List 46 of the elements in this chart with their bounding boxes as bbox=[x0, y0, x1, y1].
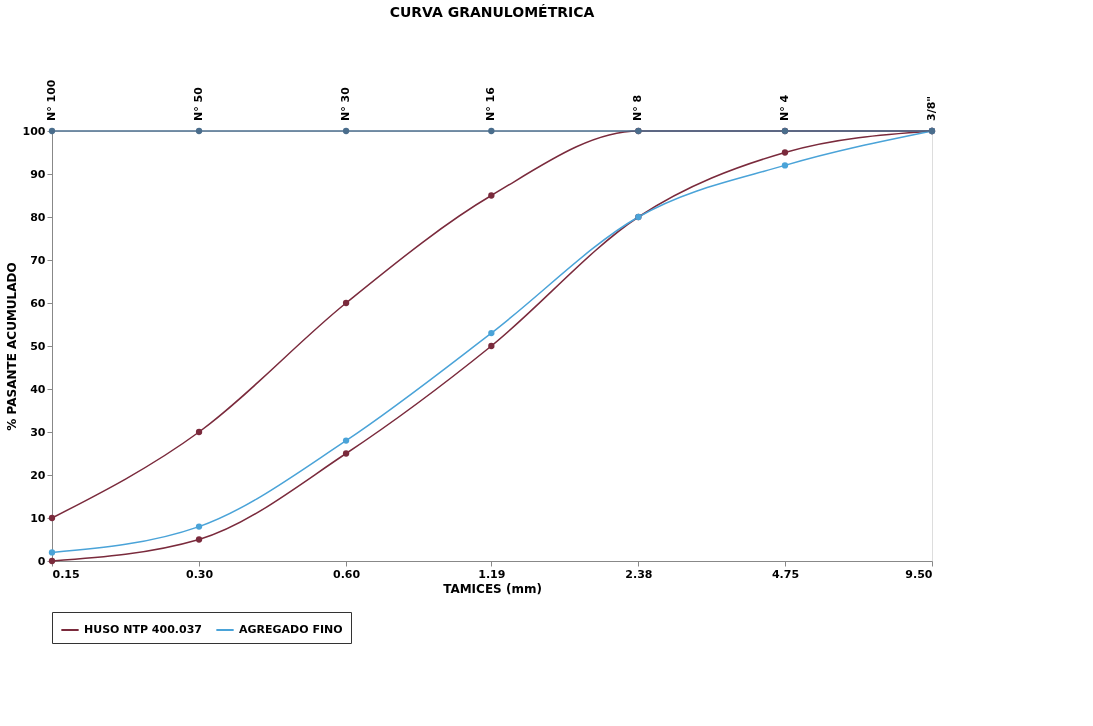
y-tick-label: 70 bbox=[30, 253, 46, 267]
y-tick-label: 100 bbox=[22, 124, 46, 138]
point bbox=[781, 149, 789, 156]
annotation: N° 50 bbox=[192, 86, 206, 121]
point bbox=[195, 523, 203, 530]
y-tick-label: 80 bbox=[30, 210, 46, 224]
x-tick-label: 4.75 bbox=[771, 567, 800, 581]
annotation: N° 8 bbox=[631, 94, 645, 121]
y-tick-label: 10 bbox=[30, 511, 46, 525]
annotation: N° 16 bbox=[484, 86, 498, 121]
y-tick-label: 0 bbox=[37, 554, 46, 568]
point bbox=[342, 437, 350, 444]
x-tick-label: 0.60 bbox=[333, 567, 361, 581]
point bbox=[342, 127, 350, 135]
legend-label: AGREGADO FINO bbox=[239, 623, 343, 636]
point bbox=[488, 329, 495, 337]
y-axis-title: % PASANTE ACUMULADO bbox=[4, 262, 19, 431]
point bbox=[488, 127, 495, 135]
x-tick-label: 9.50 bbox=[905, 567, 933, 581]
x-tick-label: 1.19 bbox=[478, 567, 506, 581]
y-tick-label: 30 bbox=[30, 425, 46, 439]
point bbox=[195, 127, 203, 135]
annotation: 3/8" bbox=[925, 95, 938, 121]
point bbox=[781, 162, 789, 169]
point bbox=[195, 428, 203, 436]
point bbox=[342, 299, 350, 307]
annotation: N° 100 bbox=[45, 79, 58, 121]
x-tick-label: 0.30 bbox=[185, 567, 214, 581]
x-axis-title: TAMICES (mm) bbox=[443, 581, 542, 596]
annotation: N° 30 bbox=[339, 86, 353, 121]
y-tick-label: 50 bbox=[30, 339, 46, 353]
point bbox=[48, 514, 56, 522]
point bbox=[488, 192, 495, 199]
chart-title: CURVA GRANULOMÉTRICA bbox=[389, 3, 595, 20]
y-tick-label: 40 bbox=[30, 382, 46, 396]
point bbox=[488, 342, 495, 350]
point bbox=[195, 536, 203, 543]
annotation: N° 4 bbox=[777, 94, 791, 121]
point bbox=[48, 549, 56, 556]
legend-label: HUSO NTP 400.037 bbox=[84, 623, 202, 636]
x-tick-label: 0.15 bbox=[52, 567, 80, 581]
x-tick-label: 2.38 bbox=[625, 567, 653, 581]
y-tick-label: 20 bbox=[30, 468, 46, 482]
y-tick-label: 90 bbox=[30, 167, 46, 181]
point bbox=[342, 450, 350, 457]
y-tick-label: 60 bbox=[30, 296, 46, 310]
